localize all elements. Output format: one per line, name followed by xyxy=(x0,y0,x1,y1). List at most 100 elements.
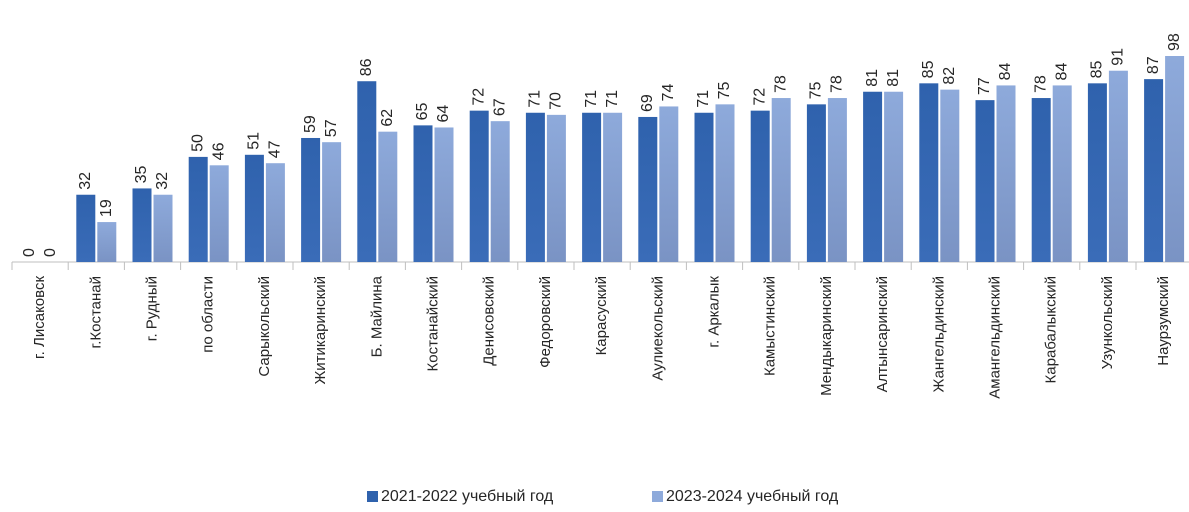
value-label: 78 xyxy=(772,75,789,93)
bar xyxy=(357,81,377,262)
value-label: 64 xyxy=(435,105,452,123)
bar xyxy=(97,222,117,262)
x-tick-label: Денисовский xyxy=(481,276,498,366)
bar xyxy=(975,100,995,263)
bar xyxy=(209,165,229,262)
value-label: 32 xyxy=(77,172,94,190)
bar xyxy=(827,98,847,262)
x-tick-label: Житикаринский xyxy=(312,276,329,385)
x-tick-label: Б. Майлина xyxy=(368,275,385,357)
x-tick-label: Федоровский xyxy=(537,276,554,368)
value-label: 82 xyxy=(941,67,958,85)
bar xyxy=(1031,98,1051,262)
bar xyxy=(76,194,96,262)
value-label: 77 xyxy=(976,77,993,95)
value-label: 81 xyxy=(885,69,902,87)
bar xyxy=(378,131,398,262)
value-label: 75 xyxy=(808,81,825,99)
bar xyxy=(413,125,433,263)
value-label: 75 xyxy=(716,81,733,99)
x-tick-label: г. Рудный xyxy=(143,276,160,341)
x-tick-label: Амангельдинский xyxy=(986,276,1003,399)
bar xyxy=(806,104,826,262)
value-label: 57 xyxy=(323,119,340,137)
bar xyxy=(1108,70,1128,262)
value-label: 51 xyxy=(246,132,263,150)
bar xyxy=(301,137,321,262)
bar xyxy=(884,91,904,262)
value-label: 78 xyxy=(829,75,846,93)
bar xyxy=(546,114,566,262)
value-label: 50 xyxy=(189,134,206,152)
x-tick-label: Аулиекольский xyxy=(649,276,666,381)
bar xyxy=(322,142,342,262)
bar xyxy=(1144,79,1164,262)
x-tick-label: г. Аркалык xyxy=(705,276,722,348)
value-label: 72 xyxy=(470,88,487,106)
bar xyxy=(863,91,883,262)
value-label: 84 xyxy=(997,63,1014,81)
bar xyxy=(153,194,173,262)
bar xyxy=(1087,83,1107,262)
x-tick-label: г. Лисаковск xyxy=(31,276,48,359)
value-label: 47 xyxy=(267,140,284,158)
x-tick-label: Сарыкольский xyxy=(256,276,273,377)
x-tick-label: Наурзумский xyxy=(1155,276,1172,366)
value-label: 74 xyxy=(660,84,677,102)
value-label: 71 xyxy=(527,90,544,108)
bar xyxy=(940,89,960,262)
value-label: 35 xyxy=(133,166,150,184)
value-label: 65 xyxy=(414,102,431,120)
bar xyxy=(603,112,623,263)
bar xyxy=(1165,56,1185,262)
value-label: 85 xyxy=(920,60,937,78)
value-label: 78 xyxy=(1032,75,1049,93)
x-tick-label: Алтынсаринский xyxy=(874,276,891,392)
bar xyxy=(265,163,285,262)
value-label: 71 xyxy=(695,90,712,108)
x-tick-label: Узункольский xyxy=(1099,276,1116,369)
bar xyxy=(750,110,770,262)
legend-swatch xyxy=(652,491,663,502)
bar xyxy=(132,188,152,262)
value-label: 85 xyxy=(1089,60,1106,78)
value-label: 0 xyxy=(21,248,38,257)
value-label: 69 xyxy=(639,94,656,112)
bar xyxy=(469,110,489,262)
value-label: 32 xyxy=(154,172,171,190)
x-tick-label: Костанайский xyxy=(424,276,441,371)
bar xyxy=(659,106,679,263)
bar xyxy=(638,116,658,262)
x-tick-label: по области xyxy=(200,276,217,353)
value-label: 87 xyxy=(1145,56,1162,74)
bar xyxy=(188,156,208,262)
value-label: 81 xyxy=(864,69,881,87)
value-label: 46 xyxy=(210,142,227,160)
x-tick-label: Жангельдинский xyxy=(930,276,947,392)
value-label: 19 xyxy=(98,199,115,217)
legend-label: 2023-2024 учебный год xyxy=(666,488,839,505)
bar xyxy=(582,112,602,263)
legend-swatch xyxy=(367,491,378,502)
bar xyxy=(919,83,939,262)
bar xyxy=(996,85,1016,262)
bar xyxy=(771,98,791,262)
x-tick-label: г.Костанай xyxy=(87,276,104,348)
value-label: 98 xyxy=(1166,33,1183,51)
bar xyxy=(490,121,510,262)
value-label: 70 xyxy=(548,92,565,110)
value-label: 0 xyxy=(42,248,59,257)
value-label: 84 xyxy=(1053,63,1070,81)
bar xyxy=(434,127,454,262)
value-label: 86 xyxy=(358,58,375,76)
x-tick-label: Мендыкаринский xyxy=(818,276,835,396)
value-label: 72 xyxy=(751,88,768,106)
legend-label: 2021-2022 учебный год xyxy=(381,488,554,505)
bar xyxy=(715,104,735,262)
value-label: 59 xyxy=(302,115,319,133)
value-label: 67 xyxy=(491,98,508,116)
value-label: 62 xyxy=(379,109,396,127)
value-label: 91 xyxy=(1110,48,1127,66)
value-label: 71 xyxy=(583,90,600,108)
